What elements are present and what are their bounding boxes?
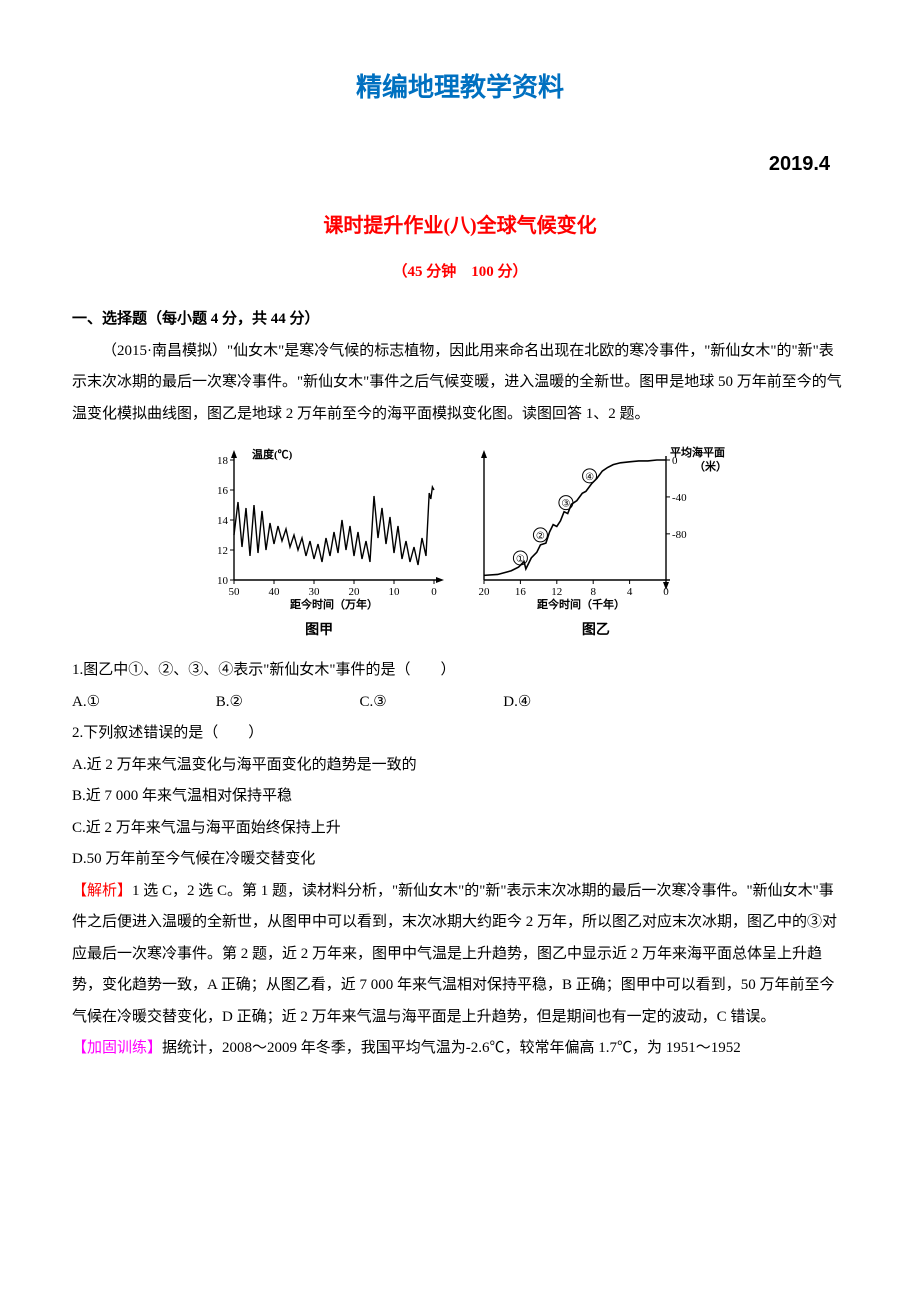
svg-text:40: 40 <box>269 586 281 598</box>
svg-text:20: 20 <box>478 586 490 598</box>
chart-jia-caption: 图甲 <box>194 616 444 645</box>
q1-a: A.① <box>72 687 212 719</box>
svg-text:14: 14 <box>217 515 229 527</box>
svg-text:12: 12 <box>551 586 562 598</box>
reinforce-paragraph: 【加固训练】据统计，2008～2009 年冬季，我国平均气温为-2.6℃，较常年… <box>72 1033 848 1065</box>
svg-text:10: 10 <box>217 575 229 587</box>
svg-text:0: 0 <box>431 586 437 598</box>
svg-text:距今时间（千年）: 距今时间（千年） <box>537 597 625 611</box>
q2-d: D.50 万年前至今气候在冷暖交替变化 <box>72 844 848 876</box>
analysis-label: 【解析】 <box>72 883 132 899</box>
chart-yi-caption: 图乙 <box>466 616 726 645</box>
date-line: 2019.4 <box>72 143 848 185</box>
chart-jia: 10 12 14 16 18 50 40 30 20 10 0 温度(℃) 距今时间（万年） <box>194 442 444 612</box>
svg-text:18: 18 <box>217 455 229 467</box>
q1-d: D.④ <box>503 687 643 719</box>
svg-text:12: 12 <box>217 545 228 557</box>
intro-paragraph: （2015·南昌模拟）"仙女木"是寒冷气候的标志植物，因此用来命名出现在北欧的寒… <box>72 336 848 431</box>
q2-a: A.近 2 万年来气温变化与海平面变化的趋势是一致的 <box>72 750 848 782</box>
q1-choices: A.① B.② C.③ D.④ <box>72 687 848 719</box>
svg-text:①: ① <box>516 554 525 565</box>
svg-text:30: 30 <box>309 586 321 598</box>
svg-text:16: 16 <box>515 586 527 598</box>
svg-text:4: 4 <box>627 586 633 598</box>
svg-text:温度(℃): 温度(℃) <box>252 447 293 461</box>
svg-text:距今时间（万年）: 距今时间（万年） <box>290 597 378 611</box>
q1-stem: 1.图乙中①、②、③、④表示"新仙女木"事件的是（ ） <box>72 655 848 687</box>
time-line: （45 分钟 100 分） <box>72 257 848 289</box>
svg-text:平均海平面: 平均海平面 <box>670 445 725 459</box>
svg-text:③: ③ <box>561 499 570 510</box>
svg-text:②: ② <box>536 531 545 542</box>
svg-text:（米）: （米） <box>694 459 726 473</box>
svg-text:-80: -80 <box>672 529 687 541</box>
svg-text:0: 0 <box>663 586 669 598</box>
reinforce-body: 据统计，2008～2009 年冬季，我国平均气温为-2.6℃，较常年偏高 1.7… <box>162 1040 741 1056</box>
q1-b: B.② <box>216 687 356 719</box>
analysis-body: 1 选 C，2 选 C。第 1 题，读材料分析，"新仙女木"的"新"表示末次冰期… <box>72 883 837 1025</box>
svg-text:④: ④ <box>585 472 594 483</box>
q2-b: B.近 7 000 年来气温相对保持平稳 <box>72 781 848 813</box>
svg-text:-40: -40 <box>672 492 687 504</box>
svg-text:10: 10 <box>389 586 401 598</box>
svg-text:20: 20 <box>349 586 361 598</box>
q1-c: C.③ <box>360 687 500 719</box>
chart-yi: 0-40-80201612840平均海平面（米）距今时间（千年）①②③④ <box>466 442 726 612</box>
q2-stem: 2.下列叙述错误的是（ ） <box>72 718 848 750</box>
svg-text:8: 8 <box>590 586 596 598</box>
main-title: 精编地理教学资料 <box>72 60 848 115</box>
chart-container: 10 12 14 16 18 50 40 30 20 10 0 温度(℃) 距今时间（万年） 图甲 0 -… <box>72 442 848 645</box>
q2-c: C.近 2 万年来气温与海平面始终保持上升 <box>72 813 848 845</box>
analysis-paragraph: 【解析】1 选 C，2 选 C。第 1 题，读材料分析，"新仙女木"的"新"表示… <box>72 876 848 1034</box>
svg-text:50: 50 <box>229 586 241 598</box>
svg-text:16: 16 <box>217 485 229 497</box>
section-heading: 一、选择题（每小题 4 分，共 44 分） <box>72 304 848 336</box>
reinforce-label: 【加固训练】 <box>72 1040 162 1056</box>
sub-title: 课时提升作业(八)全球气候变化 <box>72 205 848 247</box>
